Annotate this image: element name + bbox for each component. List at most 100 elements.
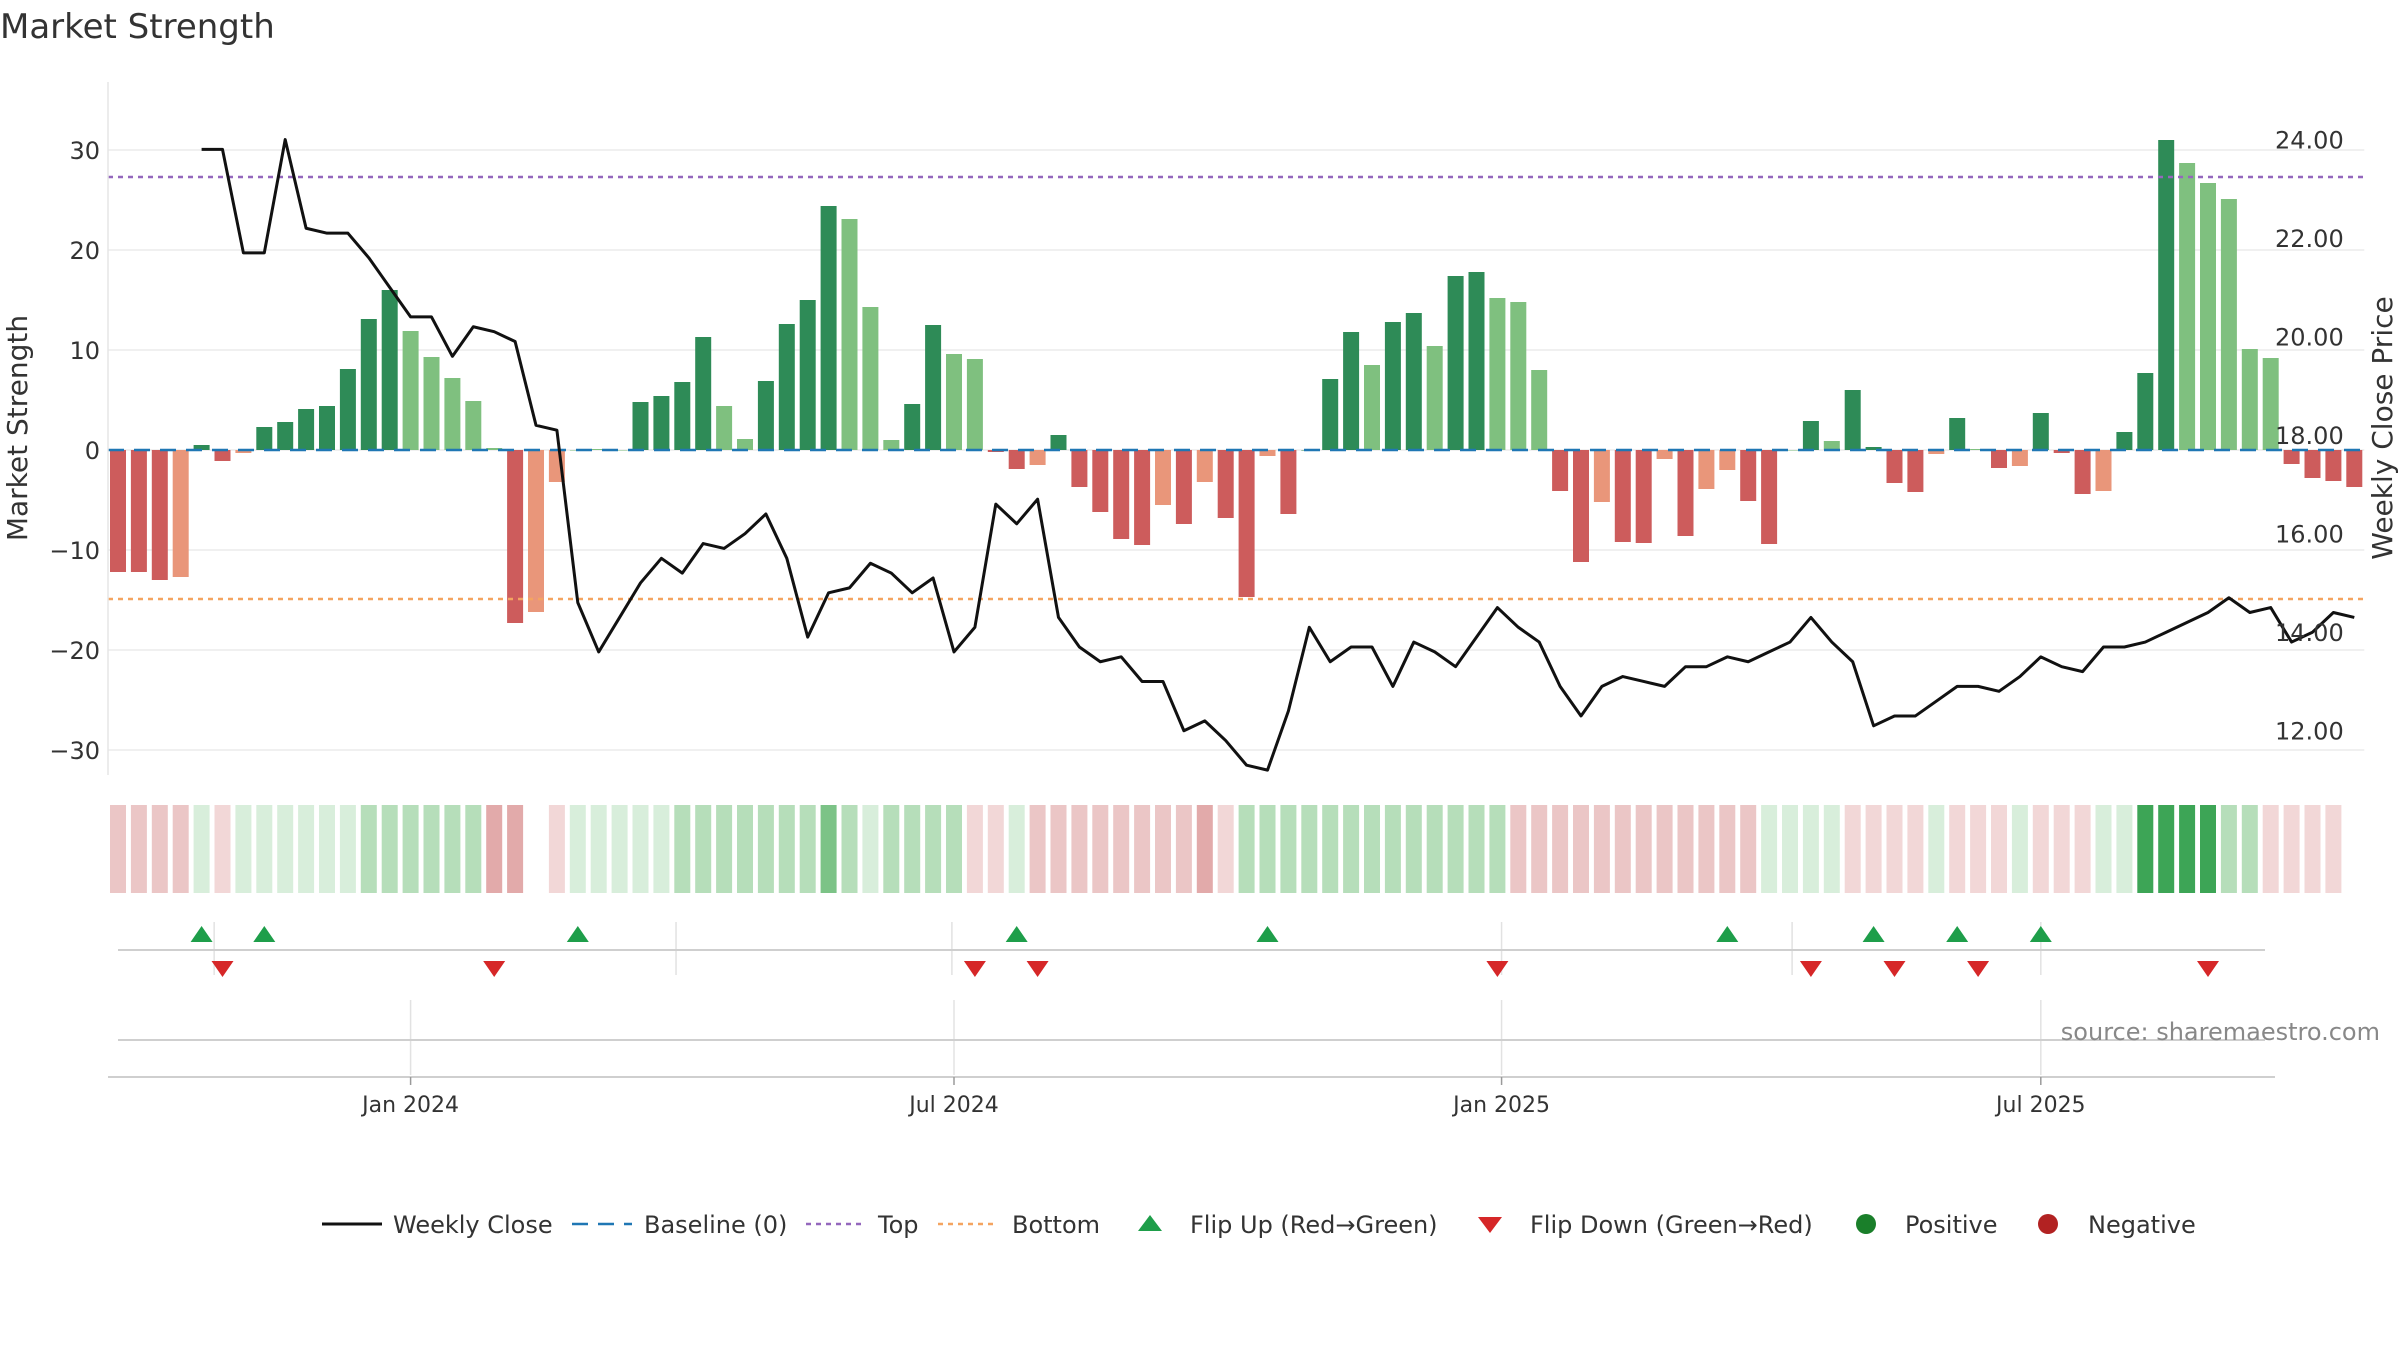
strength-bar (1531, 370, 1548, 450)
flip-markers-layer (190, 926, 2219, 977)
legend-flip-down-icon (1478, 1217, 1502, 1233)
regime-cell (2262, 805, 2279, 893)
flip-up-marker (1716, 926, 1739, 942)
regime-cell (757, 805, 774, 893)
regime-cell (716, 805, 733, 893)
regime-cell (1008, 805, 1025, 893)
regime-cell (1802, 805, 1819, 893)
legend-bottom-label: Bottom (1012, 1211, 1100, 1239)
regime-cell (1447, 805, 1464, 893)
regime-cell (1426, 805, 1443, 893)
regime-cell (1301, 805, 1318, 893)
regime-cell (2179, 805, 2196, 893)
strength-bar (1071, 450, 1088, 487)
strength-bar (1343, 332, 1360, 450)
regime-cell (1552, 805, 1569, 893)
y2-tick-label: 18.00 (2275, 422, 2344, 450)
regime-cell (1238, 805, 1255, 893)
x-tick-label: Jul 2025 (1994, 1093, 2086, 1118)
strength-bar (1092, 450, 1109, 512)
strength-bar (2137, 373, 2154, 450)
strength-bar (2220, 199, 2237, 450)
regime-cell (1029, 805, 1046, 893)
strength-bar (1322, 379, 1339, 450)
reference-lines-layer (108, 175, 2365, 601)
regime-cell (987, 805, 1004, 893)
strength-bar (1949, 418, 1966, 450)
axes-layer: 30 20 10 0 −10 −20 −30 24.00 22.00 20.00 18.00 16.0… (1, 82, 2399, 1118)
regime-cell (1364, 805, 1380, 893)
regime-cell (653, 805, 670, 893)
flip-up-marker (1862, 926, 1885, 942)
strength-bar (1844, 390, 1861, 450)
regime-cell (256, 805, 273, 893)
strength-bar (381, 290, 398, 450)
flip-up-marker (1005, 926, 1028, 942)
strength-bar (507, 450, 524, 623)
regime-cell (2095, 805, 2112, 893)
regime-cell (1823, 805, 1840, 893)
regime-cell (1050, 805, 1067, 893)
strength-bar (904, 404, 921, 450)
y2-tick-label: 14.00 (2275, 619, 2344, 647)
regime-cell (1134, 805, 1151, 893)
flip-down-marker (483, 961, 506, 977)
regime-cell (1740, 805, 1757, 893)
strength-bar (2200, 183, 2216, 450)
regime-cell (841, 805, 858, 893)
regime-cell (2074, 805, 2091, 893)
strength-bar (402, 331, 419, 450)
strength-bar (2116, 432, 2133, 450)
regime-cell (1719, 805, 1736, 893)
y-tick-label: −20 (49, 637, 100, 665)
regime-cell (1928, 805, 1945, 893)
strength-bar (1552, 450, 1569, 491)
flip-up-marker (1946, 926, 1969, 942)
regime-cell (1991, 805, 2007, 893)
strength-bar (2032, 413, 2049, 450)
strength-bar (883, 440, 900, 450)
strength-bar (1698, 450, 1715, 489)
legend-positive-icon (1856, 1214, 1876, 1234)
strength-bar (1991, 450, 2007, 468)
regime-cell (423, 805, 440, 893)
strength-bar (277, 422, 294, 450)
regime-cell (1761, 805, 1778, 893)
regime-cell (1510, 805, 1527, 893)
strength-bar (1677, 450, 1694, 536)
regime-cell (1468, 805, 1485, 893)
y-tick-label: −10 (49, 537, 100, 565)
strength-bar (737, 439, 753, 450)
strength-bar (778, 324, 795, 450)
strength-bar (1823, 441, 1840, 450)
strength-bar (1175, 450, 1192, 524)
regime-cell (2011, 805, 2028, 893)
strength-bar (172, 450, 189, 577)
flip-up-marker (2029, 926, 2052, 942)
strength-bar (528, 450, 544, 612)
regime-cell (1782, 805, 1798, 893)
strength-bar (632, 402, 649, 450)
strength-bar (1656, 450, 1673, 459)
strength-bar (2074, 450, 2091, 494)
regime-cell (1949, 805, 1966, 893)
strength-bar (444, 378, 461, 450)
regime-cell (2137, 805, 2154, 893)
bars-layer (110, 140, 2363, 623)
regime-cell (2053, 805, 2070, 893)
regime-cell (1907, 805, 1924, 893)
regime-cell (2032, 805, 2049, 893)
strength-bar (1740, 450, 1757, 501)
regime-cell (235, 805, 252, 893)
weekly-close-line (201, 138, 2355, 772)
regime-cell (632, 805, 649, 893)
regime-cell (1614, 805, 1631, 893)
regime-cell (110, 805, 126, 893)
strength-bar (1761, 450, 1778, 544)
strength-bar (193, 445, 210, 450)
strength-bar (1155, 450, 1171, 505)
strength-bar (1447, 276, 1464, 450)
regime-cell (2158, 805, 2175, 893)
regime-cell (1865, 805, 1882, 893)
regime-cell (1844, 805, 1861, 893)
